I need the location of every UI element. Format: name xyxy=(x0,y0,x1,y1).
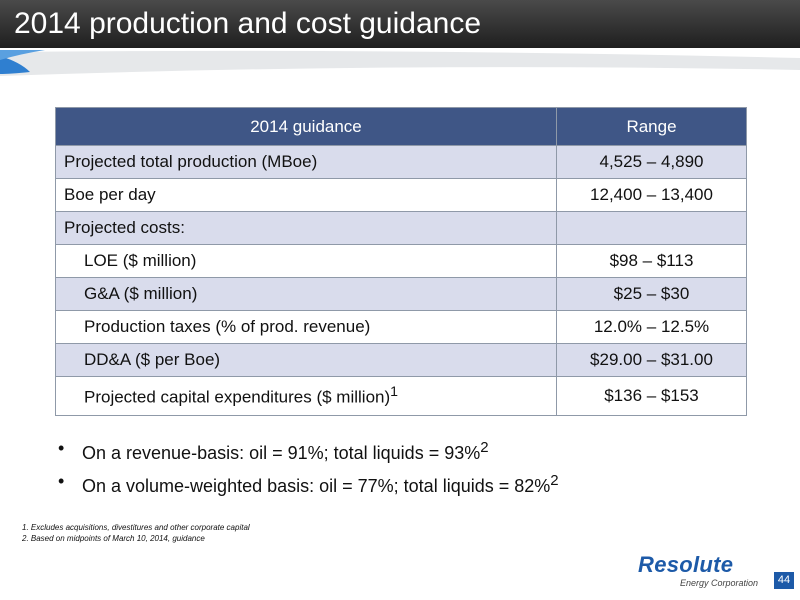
table-row: Production taxes (% of prod. revenue) 12… xyxy=(55,310,747,344)
footnote: 2. Based on midpoints of March 10, 2014,… xyxy=(22,534,205,543)
bullet-item: • On a volume-weighted basis: oil = 77%;… xyxy=(58,467,559,500)
title-bar: 2014 production and cost guidance xyxy=(0,0,800,48)
row-value: 12,400 – 13,400 xyxy=(556,178,747,212)
table-row: Projected total production (MBoe) 4,525 … xyxy=(55,145,747,179)
row-value xyxy=(556,211,747,245)
logo-subtitle: Energy Corporation xyxy=(679,578,758,588)
row-label: LOE ($ million) xyxy=(55,244,557,278)
row-label: Production taxes (% of prod. revenue) xyxy=(55,310,557,344)
table-row: Projected costs: xyxy=(55,211,747,245)
row-value: $136 – $153 xyxy=(556,376,747,416)
footnote-ref: 2 xyxy=(480,439,489,456)
row-value: $29.00 – $31.00 xyxy=(556,343,747,377)
table-header-row: 2014 guidance Range xyxy=(55,107,747,146)
row-label: Projected costs: xyxy=(55,211,557,245)
header-swoosh-decoration xyxy=(0,48,800,78)
row-label: Projected capital expenditures ($ millio… xyxy=(55,376,557,416)
bullet-text: On a revenue-basis: oil = 91%; total liq… xyxy=(82,443,481,463)
table-row: LOE ($ million) $98 – $113 xyxy=(55,244,747,278)
bullet-dot-icon: • xyxy=(58,471,65,491)
bullet-text: On a volume-weighted basis: oil = 77%; t… xyxy=(82,476,551,496)
logo-wordmark: Resolute xyxy=(638,552,734,577)
bullet-list: • On a revenue-basis: oil = 91%; total l… xyxy=(58,434,559,500)
footnote-ref: 2 xyxy=(550,472,559,489)
row-label-text: Projected capital expenditures ($ millio… xyxy=(84,387,391,407)
row-label: Boe per day xyxy=(55,178,557,212)
table-row: G&A ($ million) $25 – $30 xyxy=(55,277,747,311)
table-row: Boe per day 12,400 – 13,400 xyxy=(55,178,747,212)
column-header-range: Range xyxy=(556,107,747,146)
table-row: DD&A ($ per Boe) $29.00 – $31.00 xyxy=(55,343,747,377)
bullet-dot-icon: • xyxy=(58,438,65,458)
row-value: 4,525 – 4,890 xyxy=(556,145,747,179)
row-value: 12.0% – 12.5% xyxy=(556,310,747,344)
table-row: Projected capital expenditures ($ millio… xyxy=(55,376,747,416)
footnotes: 1. Excludes acquisitions, divestitures a… xyxy=(22,522,250,544)
slide-title: 2014 production and cost guidance xyxy=(14,7,482,40)
page-number: 44 xyxy=(774,572,794,589)
bullet-item: • On a revenue-basis: oil = 91%; total l… xyxy=(58,434,559,467)
guidance-table: 2014 guidance Range Projected total prod… xyxy=(55,107,747,416)
row-label: DD&A ($ per Boe) xyxy=(55,343,557,377)
row-label: G&A ($ million) xyxy=(55,277,557,311)
company-logo: Resolute Energy Corporation xyxy=(638,553,758,591)
footnote: 1. Excludes acquisitions, divestitures a… xyxy=(22,523,250,532)
row-value: $25 – $30 xyxy=(556,277,747,311)
row-label: Projected total production (MBoe) xyxy=(55,145,557,179)
column-header-guidance: 2014 guidance xyxy=(55,107,557,146)
row-value: $98 – $113 xyxy=(556,244,747,278)
footnote-ref: 1 xyxy=(390,384,399,401)
